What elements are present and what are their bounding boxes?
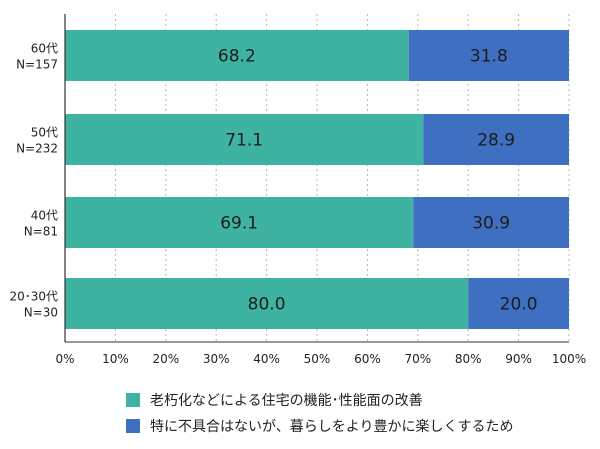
x-tick-label: 60% — [354, 352, 381, 366]
data-label: 28.9 — [477, 131, 515, 151]
data-label: 69.1 — [220, 214, 258, 234]
data-label: 30.9 — [472, 214, 510, 234]
bar-segment — [65, 114, 424, 165]
x-tick-label: 90% — [505, 352, 532, 366]
x-tick-label: 70% — [404, 352, 431, 366]
category-label: N=157 — [16, 58, 58, 72]
legend: 老朽化などによる住宅の機能･性能面の改善 特に不具合はないが、暮らしをより豊かに… — [126, 389, 586, 441]
legend-label: 老朽化などによる住宅の機能･性能面の改善 — [150, 393, 423, 409]
data-label: 20.0 — [500, 295, 538, 315]
x-tick-label: 50% — [304, 352, 331, 366]
category-label: 20･30代 — [9, 290, 58, 304]
category-label: N=30 — [24, 306, 58, 320]
bar-segment — [65, 30, 409, 81]
legend-item: 特に不具合はないが、暮らしをより豊かに楽しくするため — [126, 415, 586, 437]
data-label: 31.8 — [470, 47, 508, 67]
category-label: N=81 — [24, 225, 58, 239]
x-tick-label: 80% — [455, 352, 482, 366]
x-tick-label: 40% — [253, 352, 280, 366]
chart-canvas: 68.2 31.8 71.1 28.9 69.1 30.9 80.0 20.0 60代 N=157… — [9, 14, 586, 366]
x-tick-label: 0% — [55, 352, 74, 366]
category-label: N=232 — [16, 142, 58, 156]
x-tick-label: 10% — [102, 352, 129, 366]
legend-swatch-series-1 — [126, 393, 140, 407]
x-tick-label: 100% — [552, 352, 586, 366]
x-tick-label: 20% — [152, 352, 179, 366]
data-label: 80.0 — [248, 295, 286, 315]
bar-segment — [65, 197, 414, 248]
legend-item: 老朽化などによる住宅の機能･性能面の改善 — [126, 389, 586, 411]
category-label: 60代 — [31, 42, 58, 56]
legend-swatch-series-2 — [126, 419, 140, 433]
category-label: 40代 — [31, 209, 58, 223]
bar-segment — [65, 278, 469, 329]
category-label: 50代 — [31, 126, 58, 140]
legend-label: 特に不具合はないが、暮らしをより豊かに楽しくするため — [150, 419, 514, 435]
data-label: 71.1 — [225, 131, 263, 151]
bar-segment — [468, 278, 569, 329]
bar-segment — [423, 114, 569, 165]
data-label: 68.2 — [218, 47, 256, 67]
x-tick-label: 30% — [203, 352, 230, 366]
bar-segment — [413, 197, 569, 248]
bar-segment — [408, 30, 569, 81]
